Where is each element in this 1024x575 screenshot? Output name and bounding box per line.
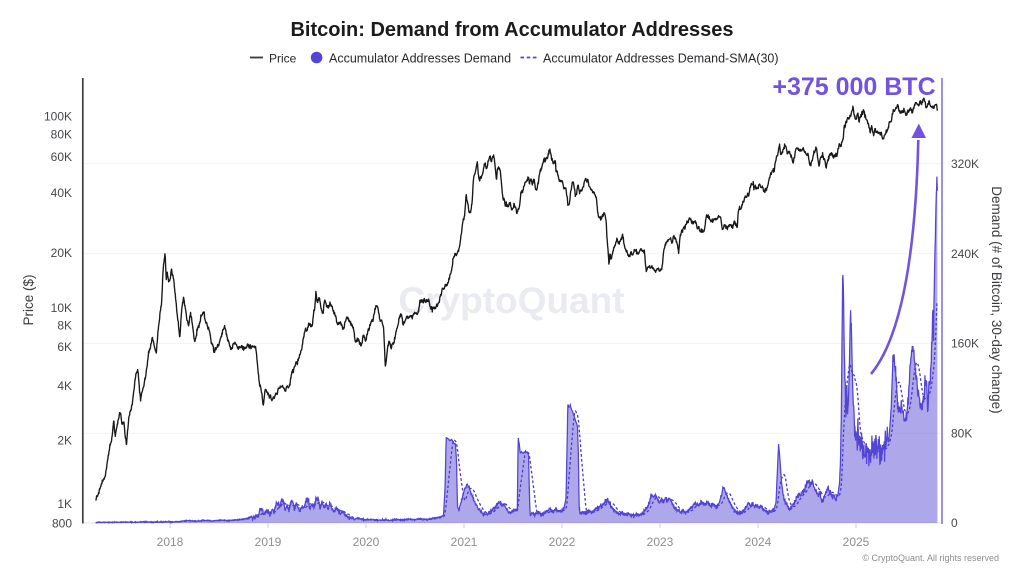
svg-text:© CryptoQuant. All rights rese: © CryptoQuant. All rights reserved bbox=[862, 553, 999, 563]
svg-text:240K: 240K bbox=[951, 247, 979, 261]
svg-text:20K: 20K bbox=[51, 246, 72, 260]
svg-text:10K: 10K bbox=[51, 301, 72, 315]
svg-text:CryptoQuant: CryptoQuant bbox=[398, 280, 624, 321]
svg-text:40K: 40K bbox=[51, 186, 72, 200]
svg-text:2023: 2023 bbox=[647, 535, 674, 549]
svg-text:Demand (# of Bitcoin, 30-day c: Demand (# of Bitcoin, 30-day change) bbox=[989, 186, 1004, 413]
svg-text:2K: 2K bbox=[57, 434, 72, 448]
svg-text:Bitcoin: Demand from Accumulat: Bitcoin: Demand from Accumulator Address… bbox=[290, 19, 733, 41]
svg-text:8K: 8K bbox=[57, 318, 72, 332]
svg-text:Accumulator Addresses Demand-S: Accumulator Addresses Demand-SMA(30) bbox=[543, 51, 779, 65]
svg-text:Price ($): Price ($) bbox=[21, 274, 36, 325]
svg-text:320K: 320K bbox=[951, 157, 979, 171]
svg-text:+375 000 BTC: +375 000 BTC bbox=[772, 73, 935, 101]
svg-text:2021: 2021 bbox=[451, 535, 478, 549]
svg-text:0: 0 bbox=[951, 516, 958, 530]
svg-text:60K: 60K bbox=[51, 150, 72, 164]
svg-text:800: 800 bbox=[52, 516, 72, 530]
svg-text:2019: 2019 bbox=[255, 535, 282, 549]
svg-text:80K: 80K bbox=[51, 128, 72, 142]
svg-text:2022: 2022 bbox=[549, 535, 576, 549]
svg-text:Accumulator Addresses Demand: Accumulator Addresses Demand bbox=[329, 51, 511, 65]
svg-text:2018: 2018 bbox=[157, 535, 184, 549]
svg-text:6K: 6K bbox=[57, 340, 72, 354]
svg-text:1K: 1K bbox=[57, 497, 72, 511]
svg-text:4K: 4K bbox=[57, 379, 72, 393]
svg-text:2024: 2024 bbox=[745, 535, 772, 549]
svg-text:160K: 160K bbox=[951, 337, 979, 351]
svg-text:80K: 80K bbox=[951, 426, 972, 440]
svg-text:100K: 100K bbox=[44, 110, 72, 124]
svg-text:Price: Price bbox=[269, 51, 297, 65]
svg-text:2025: 2025 bbox=[843, 535, 870, 549]
svg-text:2020: 2020 bbox=[353, 535, 380, 549]
